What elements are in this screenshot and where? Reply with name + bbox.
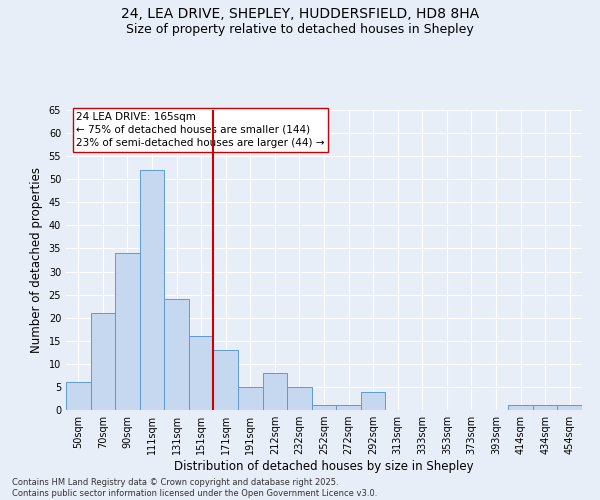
Bar — [557, 406, 582, 410]
X-axis label: Distribution of detached houses by size in Shepley: Distribution of detached houses by size … — [174, 460, 474, 473]
Text: 24, LEA DRIVE, SHEPLEY, HUDDERSFIELD, HD8 8HA: 24, LEA DRIVE, SHEPLEY, HUDDERSFIELD, HD… — [121, 8, 479, 22]
Bar — [508, 406, 533, 410]
Bar — [164, 299, 189, 410]
Bar — [189, 336, 214, 410]
Text: Size of property relative to detached houses in Shepley: Size of property relative to detached ho… — [126, 22, 474, 36]
Bar — [140, 170, 164, 410]
Bar — [361, 392, 385, 410]
Bar — [214, 350, 238, 410]
Bar — [115, 253, 140, 410]
Bar — [263, 373, 287, 410]
Bar — [312, 406, 336, 410]
Bar — [91, 313, 115, 410]
Bar — [66, 382, 91, 410]
Text: 24 LEA DRIVE: 165sqm
← 75% of detached houses are smaller (144)
23% of semi-deta: 24 LEA DRIVE: 165sqm ← 75% of detached h… — [76, 112, 325, 148]
Text: Contains HM Land Registry data © Crown copyright and database right 2025.
Contai: Contains HM Land Registry data © Crown c… — [12, 478, 377, 498]
Bar — [287, 387, 312, 410]
Bar — [336, 406, 361, 410]
Bar — [238, 387, 263, 410]
Bar — [533, 406, 557, 410]
Y-axis label: Number of detached properties: Number of detached properties — [30, 167, 43, 353]
